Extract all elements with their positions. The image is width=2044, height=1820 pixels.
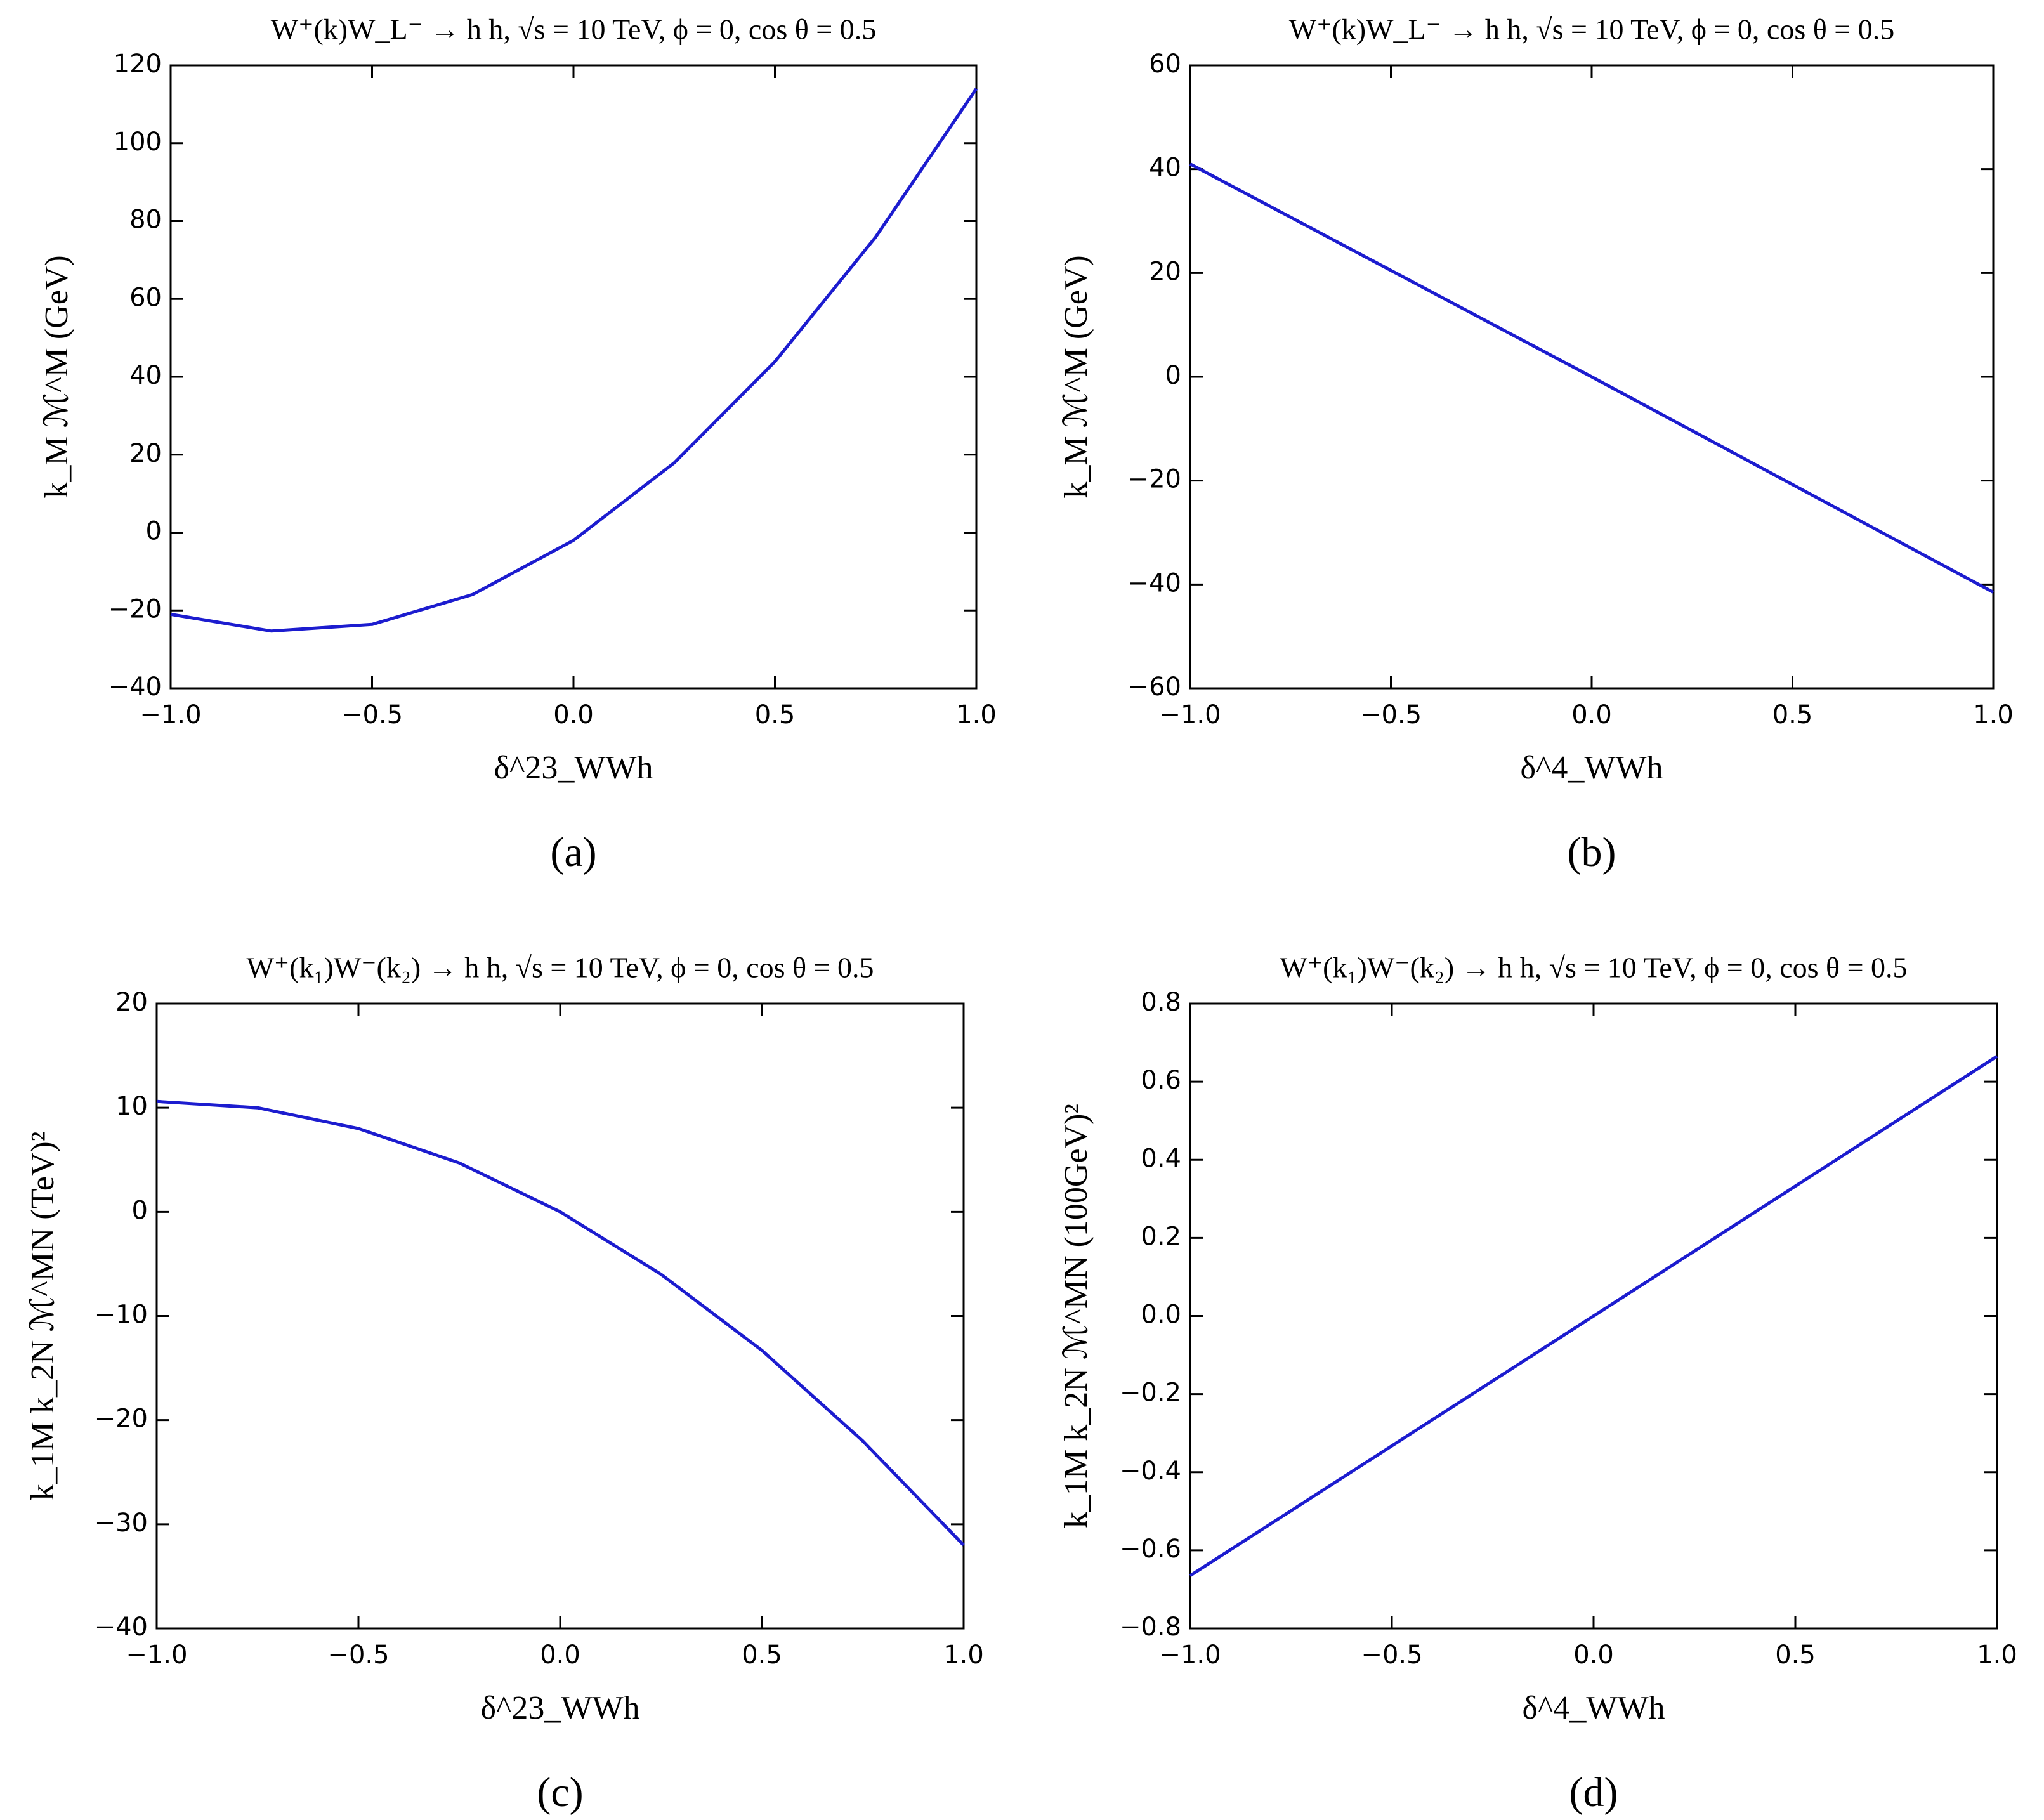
- x-tick-label: −0.5: [341, 700, 403, 730]
- y-tick-label: −0.2: [1120, 1378, 1181, 1408]
- data-line: [1189, 1054, 1998, 1578]
- x-tick-label: 1.0: [1977, 1640, 2017, 1670]
- x-tick-label: −0.5: [327, 1640, 389, 1670]
- x-tick-label: 1.0: [956, 700, 997, 730]
- data-line: [156, 1099, 965, 1547]
- x-tick-label: 0.5: [755, 700, 796, 730]
- y-tick-label: 0: [132, 1196, 148, 1225]
- x-tick-label: −0.5: [1361, 1640, 1422, 1670]
- x-tick-label: 0.5: [742, 1640, 782, 1670]
- y-tick-label: 0.0: [1141, 1300, 1181, 1330]
- y-tick-label: −20: [95, 1404, 148, 1434]
- panel-label: (a): [550, 829, 596, 875]
- x-tick-label: −1.0: [1159, 1640, 1221, 1670]
- y-tick-label: 80: [129, 206, 162, 235]
- y-tick-label: 0: [146, 517, 162, 546]
- chart-title: W⁺(k)W_L⁻ → h h, √s = 10 TeV, ϕ = 0, cos…: [1289, 13, 1894, 46]
- y-tick-label: 40: [129, 361, 162, 390]
- data-line: [170, 88, 978, 633]
- y-axis-label: k_M ℳ^M (GeV): [39, 255, 75, 498]
- x-tick-label: 1.0: [1973, 700, 2014, 730]
- y-axis-label: k_1M k_2N ℳ^MN (TeV)²: [25, 1132, 61, 1501]
- chart-title: W⁺(k)W_L⁻ → h h, √s = 10 TeV, ϕ = 0, cos…: [271, 13, 876, 46]
- panel-label: (b): [1568, 829, 1616, 875]
- y-tick-label: 120: [114, 49, 162, 79]
- x-tick-label: 0.5: [1775, 1640, 1816, 1670]
- y-tick-label: −20: [1128, 465, 1181, 494]
- y-tick-label: −10: [95, 1300, 148, 1330]
- y-tick-label: 20: [115, 988, 148, 1017]
- y-tick-label: −40: [1128, 568, 1181, 598]
- plot-frame: [155, 1002, 965, 1630]
- x-tick-label: 0.0: [1571, 700, 1612, 730]
- plot-frame: [169, 64, 978, 690]
- x-tick-label: 0.0: [1573, 1640, 1614, 1670]
- x-axis-label: δ^4_WWh: [1522, 1690, 1665, 1726]
- y-tick-label: −0.8: [1120, 1613, 1181, 1642]
- x-tick-label: 1.0: [943, 1640, 984, 1670]
- x-tick-label: −1.0: [1159, 700, 1221, 730]
- chart-title: W⁺(k₁)W⁻(k₂) → h h, √s = 10 TeV, ϕ = 0, …: [1280, 952, 1907, 984]
- y-axis-label: k_M ℳ^M (GeV): [1058, 255, 1094, 498]
- x-tick-label: 0.5: [1772, 700, 1813, 730]
- y-tick-label: −20: [108, 594, 162, 624]
- y-tick-label: 0.6: [1141, 1066, 1181, 1095]
- data-line: [1189, 162, 1995, 594]
- y-tick-label: 0: [1165, 361, 1181, 390]
- chart-title: W⁺(k₁)W⁻(k₂) → h h, √s = 10 TeV, ϕ = 0, …: [246, 952, 874, 984]
- y-tick-label: 60: [129, 283, 162, 312]
- y-tick-label: 0.8: [1141, 988, 1181, 1017]
- x-tick-label: 0.0: [553, 700, 594, 730]
- panel-label: (d): [1569, 1769, 1618, 1816]
- y-tick-label: 0.2: [1141, 1222, 1181, 1251]
- y-axis-label: k_1M k_2N ℳ^MN (100GeV)²: [1058, 1104, 1094, 1528]
- y-tick-label: −40: [108, 672, 162, 702]
- x-tick-label: −1.0: [126, 1640, 187, 1670]
- y-tick-label: 0.4: [1141, 1144, 1181, 1173]
- x-axis-label: δ^23_WWh: [480, 1690, 639, 1726]
- y-tick-label: −30: [95, 1509, 148, 1538]
- y-tick-label: 60: [1149, 49, 1181, 79]
- x-tick-label: 0.0: [540, 1640, 580, 1670]
- x-axis-label: δ^23_WWh: [494, 750, 653, 786]
- x-tick-label: −1.0: [140, 700, 201, 730]
- y-tick-label: −0.6: [1120, 1535, 1181, 1564]
- y-tick-label: 20: [1149, 257, 1181, 286]
- x-tick-label: −0.5: [1360, 700, 1422, 730]
- x-axis-label: δ^4_WWh: [1520, 750, 1663, 786]
- y-tick-label: 40: [1149, 154, 1181, 183]
- panel-label: (c): [537, 1769, 583, 1816]
- y-tick-label: −60: [1128, 672, 1181, 702]
- y-tick-label: −40: [95, 1613, 148, 1642]
- y-tick-label: 10: [115, 1092, 148, 1121]
- y-tick-label: −0.4: [1120, 1457, 1181, 1486]
- y-tick-label: 20: [129, 439, 162, 468]
- y-tick-label: 100: [114, 128, 162, 157]
